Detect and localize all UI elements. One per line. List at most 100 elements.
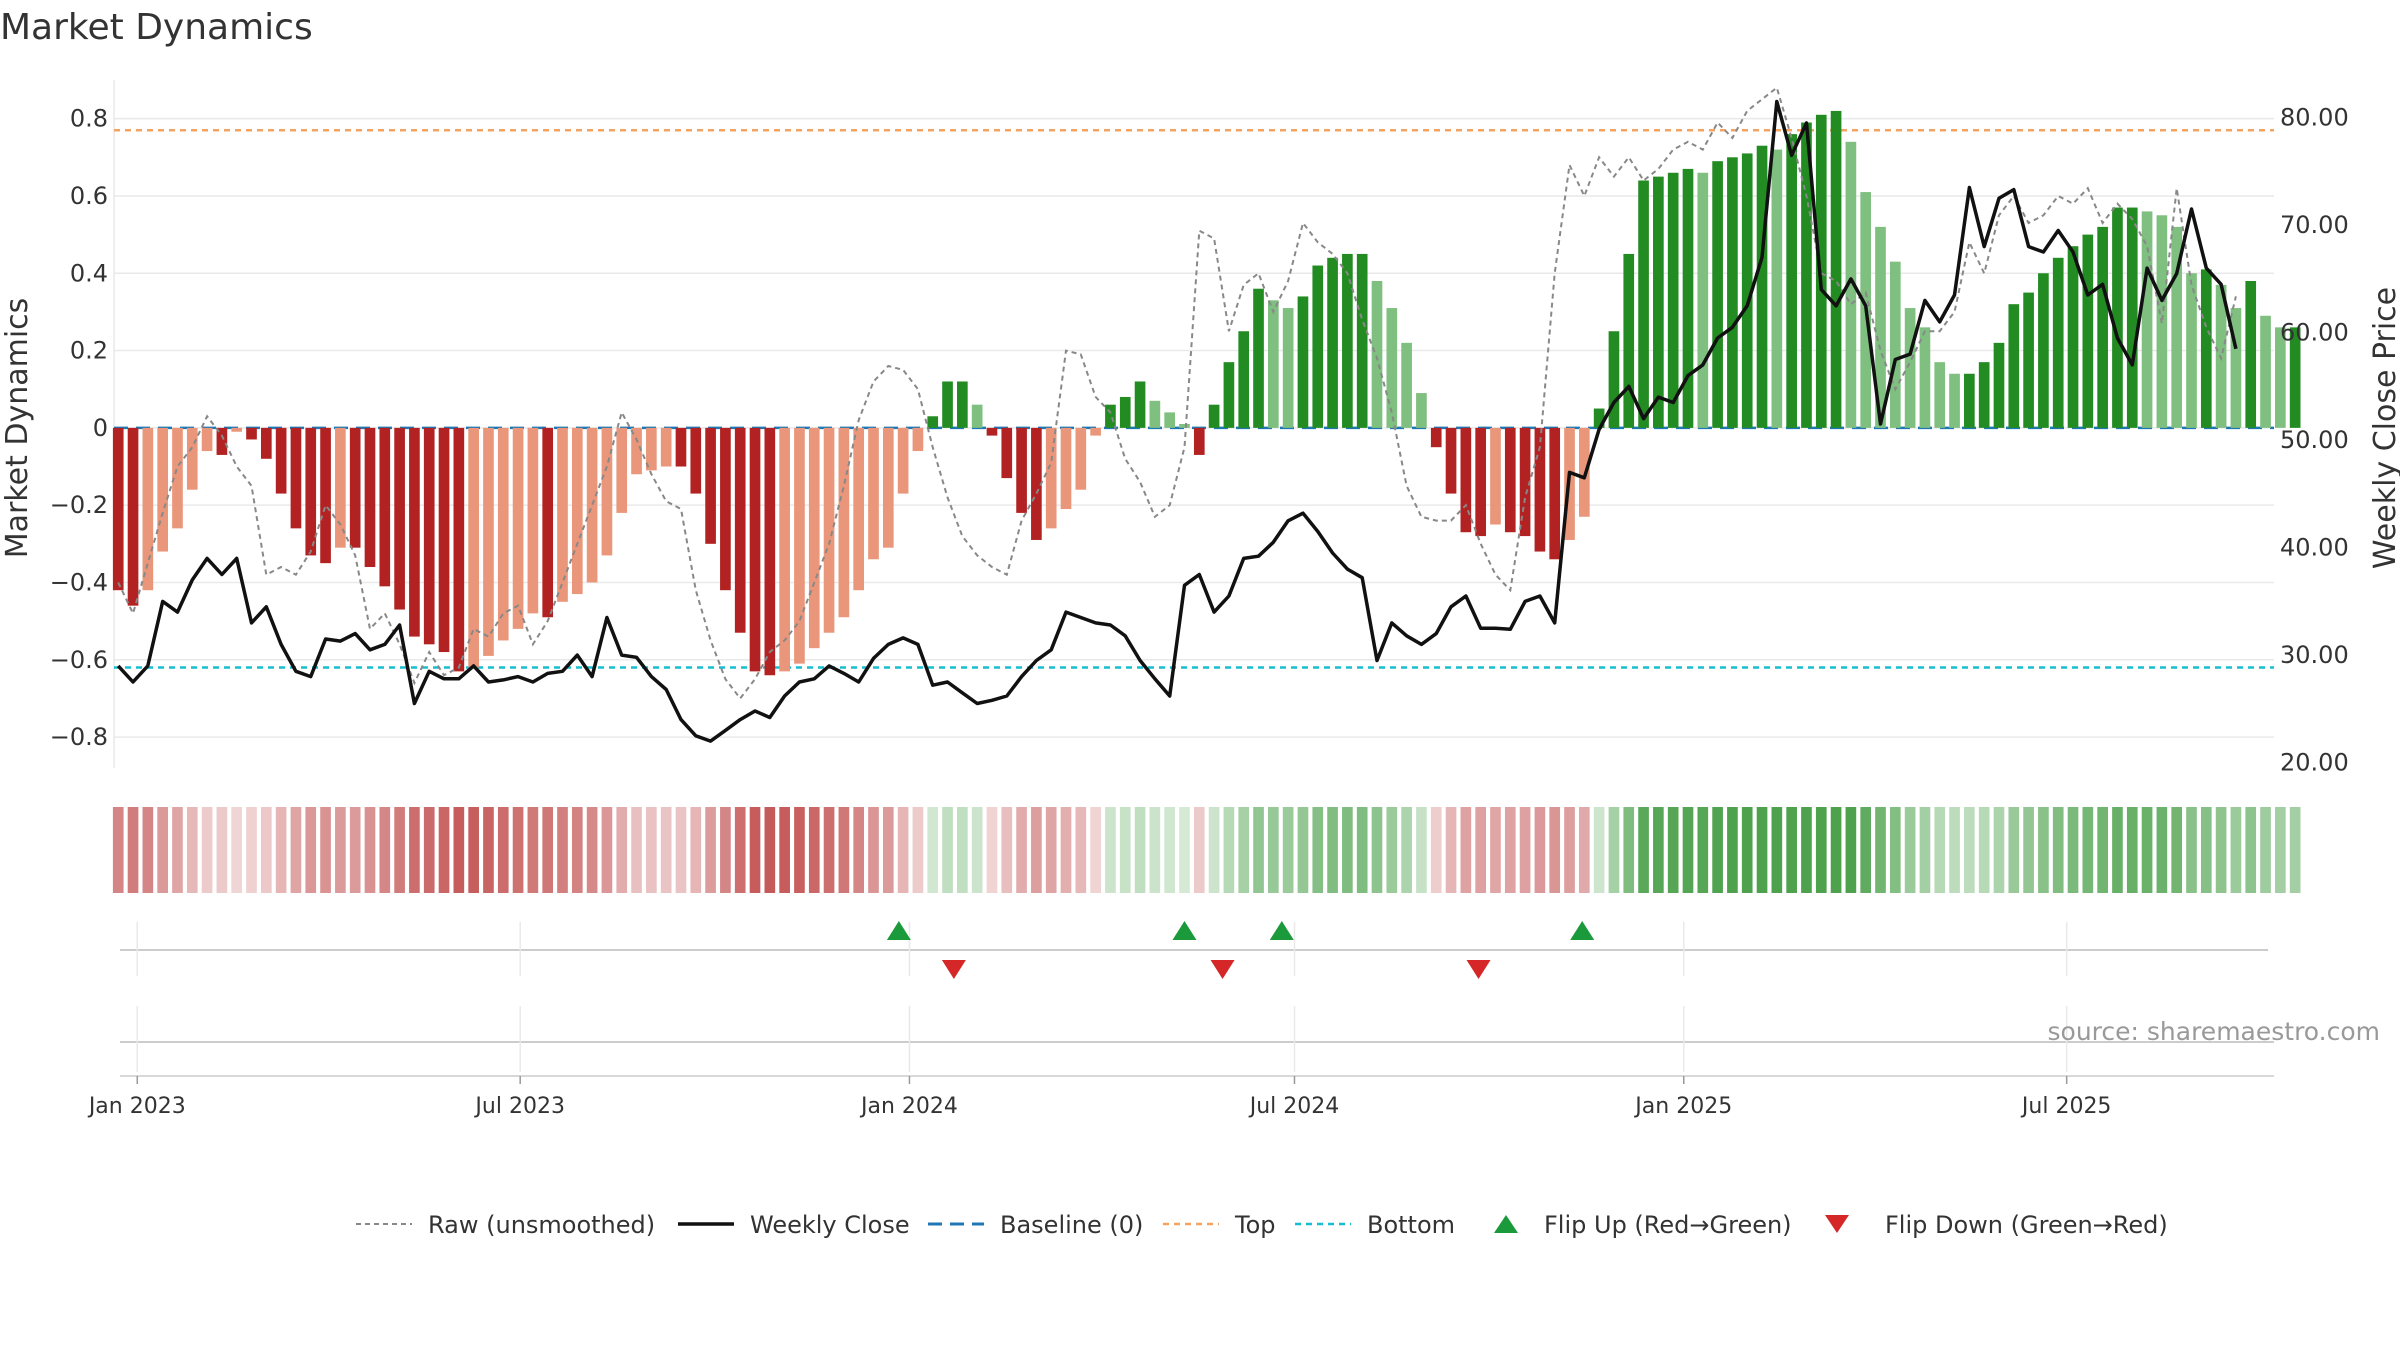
dynamics-bar (1593, 408, 1605, 428)
regime-cell (1578, 807, 1590, 893)
regime-cell (246, 807, 257, 893)
dynamics-bar (1193, 427, 1205, 455)
right-tick-label: 70.00 (2280, 211, 2349, 239)
right-tick-label: 30.00 (2280, 641, 2349, 669)
dynamics-bar (1149, 400, 1161, 428)
regime-cell (971, 807, 983, 893)
dynamics-bar (1756, 145, 1768, 428)
regime-cell (690, 807, 702, 893)
regime-cell (1179, 807, 1190, 893)
series-lines (116, 86, 2238, 743)
regime-cell (483, 807, 494, 893)
dynamics-bar (497, 427, 509, 641)
regime-cell (2260, 807, 2271, 893)
dynamics-bar (1534, 427, 1546, 552)
regime-cell (2126, 807, 2138, 893)
left-axis-label: Market Dynamics (0, 298, 35, 559)
dynamics-bar (912, 427, 924, 452)
regime-cell (897, 807, 909, 893)
dynamics-bar (1519, 427, 1531, 537)
regime-cell (1031, 807, 1042, 893)
dynamics-bar (1667, 172, 1679, 428)
regime-cell (660, 807, 672, 893)
regime-cell (571, 807, 583, 893)
regime-cell (2052, 807, 2064, 893)
regime-cell (1815, 807, 1827, 893)
legend-flip_down-label: Flip Down (Green→Red) (1885, 1211, 2168, 1239)
right-tick-label: 20.00 (2280, 749, 2349, 777)
regime-cell (1875, 807, 1886, 893)
regime-cell (1801, 807, 1812, 893)
regime-cell (2112, 807, 2123, 893)
dynamics-bar (557, 427, 568, 602)
regime-cell (838, 807, 850, 893)
dynamics-bar (1845, 141, 1857, 428)
flip-up-marker (1172, 921, 1197, 940)
dynamics-bar (112, 427, 124, 591)
regime-cell (2082, 807, 2094, 893)
dynamics-bar (2023, 292, 2034, 428)
regime-cell (1060, 807, 1072, 893)
regime-cell (2275, 807, 2286, 893)
legend-flip-up-symbol (1494, 1215, 1518, 1233)
dynamics-bar (1638, 180, 1649, 428)
left-tick-label: −0.2 (50, 491, 108, 519)
dynamics-bar (1786, 134, 1797, 428)
x-tick-label: Jan 2023 (87, 1094, 186, 1119)
regime-cell (1371, 807, 1383, 893)
regime-cell (2097, 807, 2108, 893)
left-tick-label: −0.6 (50, 646, 108, 674)
dynamics-bar (705, 427, 716, 544)
dynamics-bar (1934, 362, 1946, 428)
dynamics-bar (1608, 331, 1620, 428)
dynamics-bar (320, 427, 331, 564)
regime-cell (646, 807, 657, 893)
regime-cell (1001, 807, 1013, 893)
regime-cell (601, 807, 613, 893)
dynamics-bar (1727, 157, 1738, 428)
regime-cell (2008, 807, 2020, 893)
regime-cell (823, 807, 835, 893)
regime-cell (1712, 807, 1723, 893)
regime-cell (172, 807, 183, 893)
regime-cell (912, 807, 924, 893)
regime-cell (1519, 807, 1531, 893)
dynamics-bar (1090, 427, 1101, 436)
regime-cell (290, 807, 302, 893)
regime-cell (142, 807, 154, 893)
legend-bottom-label: Bottom (1367, 1211, 1455, 1239)
legend-raw-label: Raw (unsmoothed) (428, 1211, 655, 1239)
dynamics-bar (1208, 404, 1220, 428)
dynamics-bar (571, 427, 583, 595)
dynamics-bar (1238, 331, 1250, 428)
dynamics-bar (1445, 427, 1457, 494)
dynamics-bar (1490, 427, 1501, 525)
dynamics-bar (586, 427, 598, 583)
dynamics-bar (868, 427, 879, 560)
regime-cell (586, 807, 598, 893)
regime-cell (675, 807, 687, 893)
flip-down-marker (1210, 960, 1235, 979)
flip-down-marker (941, 960, 966, 979)
x-tick-label: Jul 2025 (2020, 1094, 2112, 1119)
dynamics-bar (2200, 269, 2212, 428)
regime-cell (1978, 807, 1990, 893)
dynamics-bar (527, 427, 539, 614)
dynamics-bar (1904, 308, 1916, 428)
dynamics-bar (616, 427, 628, 513)
dynamics-bar (1741, 153, 1753, 428)
dynamics-bar (468, 427, 479, 668)
dynamics-bar (2275, 327, 2286, 428)
regime-cell (1504, 807, 1516, 893)
dynamics-bar (2126, 207, 2138, 428)
regime-strip (112, 807, 2301, 893)
regime-cell (1475, 807, 1486, 893)
regime-cell (1430, 807, 1442, 893)
regime-cell (1297, 807, 1309, 893)
dynamics-bar (1312, 265, 1324, 428)
regime-cell (1105, 807, 1116, 893)
dynamics-bar (1060, 427, 1072, 510)
dynamics-bar (1682, 168, 1694, 428)
regime-cell (1964, 807, 1975, 893)
